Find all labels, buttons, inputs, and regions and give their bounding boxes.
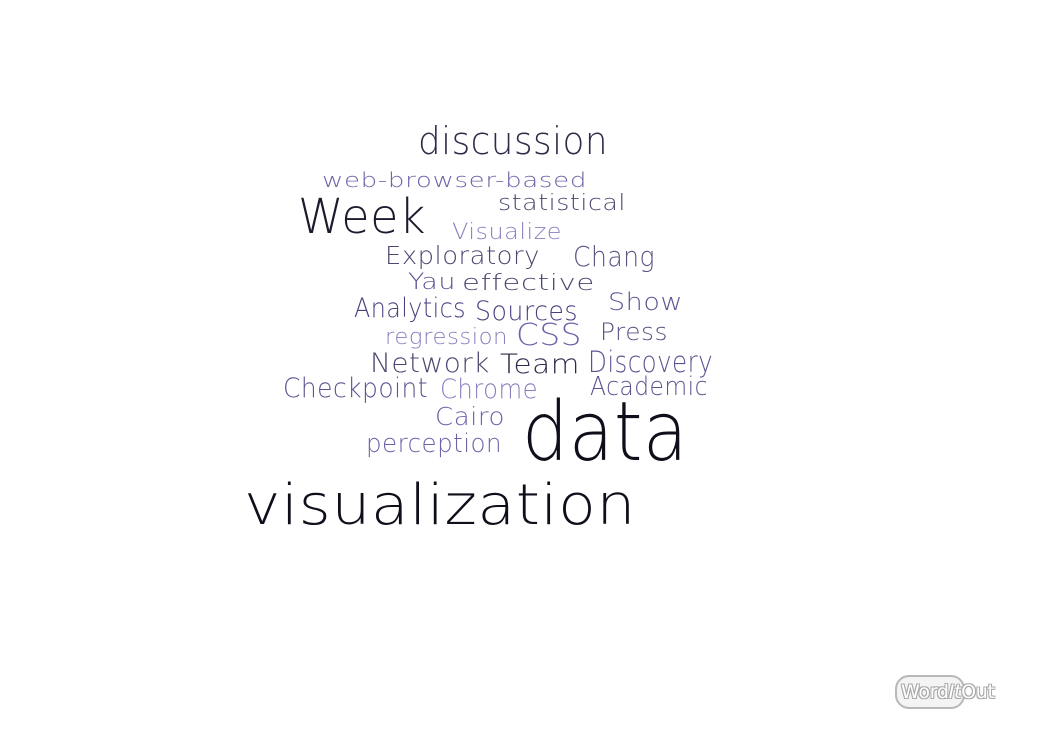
- word-effective: effective: [462, 271, 595, 296]
- word-academic: Academic: [590, 372, 708, 402]
- logo-text-it: It: [948, 681, 962, 703]
- logo-text-word: Word: [901, 681, 949, 703]
- word-statistical: statistical: [498, 191, 627, 216]
- word-exploratory: Exploratory: [385, 241, 540, 270]
- word-chang: Chang: [573, 240, 655, 273]
- word-perception: perception: [366, 429, 502, 459]
- logo-text: WordItOut: [901, 681, 995, 703]
- word-data: data: [522, 385, 688, 480]
- word-css: CSS: [516, 318, 582, 353]
- word-discovery: Discovery: [588, 345, 714, 379]
- word-press: Press: [600, 318, 668, 346]
- logo-pill-shape: [895, 675, 965, 709]
- word-cairo: Cairo: [435, 402, 506, 431]
- word-chrome: Chrome: [440, 374, 539, 405]
- logo-text-out: Out: [961, 681, 995, 703]
- word-web-browser-based: web-browser-based: [322, 168, 588, 192]
- word-yau: Yau: [408, 270, 456, 295]
- word-show: Show: [608, 288, 683, 316]
- word-discussion: discussion: [418, 119, 609, 163]
- word-regression: regression: [385, 325, 509, 350]
- word-visualization: visualization: [244, 473, 636, 538]
- word-week: Week: [298, 189, 427, 245]
- wordltout-logo: WordItOut: [895, 675, 1025, 711]
- word-checkpoint: Checkpoint: [283, 373, 428, 404]
- word-network: Network: [370, 348, 490, 379]
- word-team: Team: [500, 349, 580, 380]
- word-visualize: Visualize: [452, 220, 562, 245]
- word-sources: Sources: [475, 296, 579, 327]
- word-analytics: Analytics: [354, 293, 466, 324]
